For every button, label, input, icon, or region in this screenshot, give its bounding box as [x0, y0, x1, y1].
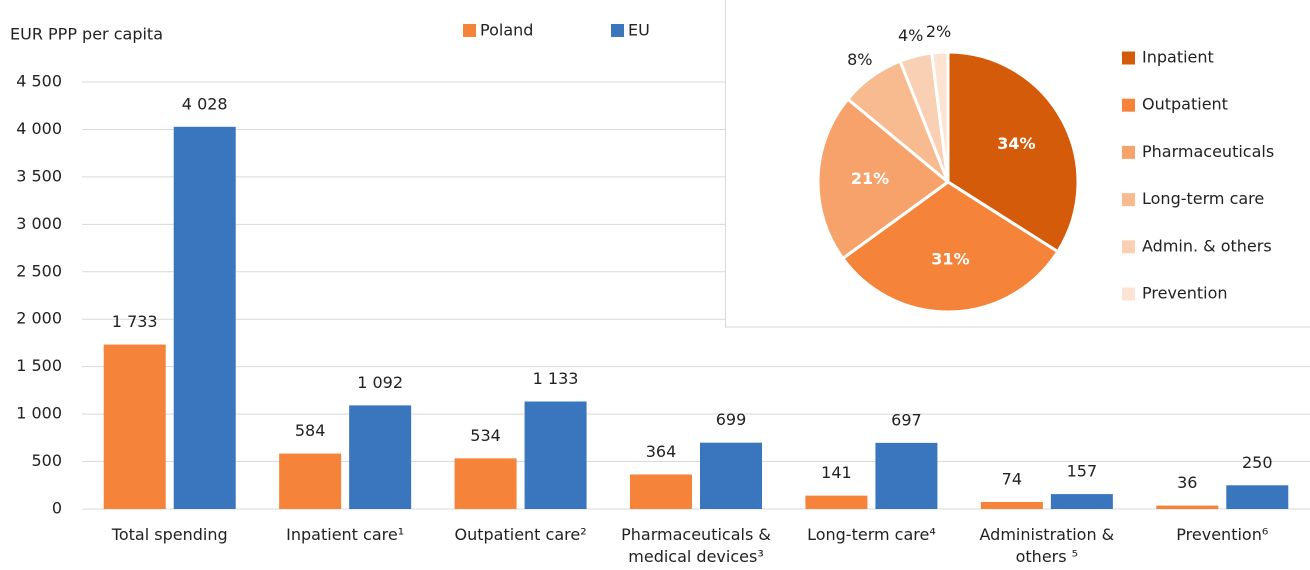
value-label: 141 [821, 463, 852, 482]
x-tick-label: Prevention⁶ [1176, 525, 1269, 544]
x-tick-label: Administration & others ⁵ [979, 525, 1115, 566]
legend-label: Long-term care [1142, 189, 1264, 208]
legend-label: Inpatient [1142, 48, 1214, 67]
x-tick-label: Outpatient care² [454, 525, 587, 544]
value-label: 584 [295, 421, 326, 440]
x-tick-label: Total spending [111, 525, 228, 544]
bar [349, 405, 412, 509]
bar [805, 495, 868, 509]
value-label: 74 [1002, 469, 1022, 488]
legend-label: Prevention [1142, 284, 1228, 303]
bar [1050, 494, 1113, 509]
pie-value-label: 8% [847, 50, 872, 69]
pie-value-label: 31% [931, 249, 969, 268]
y-tick-label: 2 000 [16, 309, 62, 328]
x-tick-label: Inpatient care¹ [286, 525, 405, 544]
y-tick-label: 4 500 [16, 72, 62, 91]
legend-swatch [1122, 193, 1135, 207]
y-tick-label: 1 500 [16, 356, 62, 375]
value-label: 534 [470, 426, 501, 445]
bar [524, 401, 587, 509]
bar [630, 474, 692, 509]
value-label: 697 [891, 410, 922, 429]
bar [700, 442, 762, 509]
legend-label: EU [628, 21, 650, 40]
bar [454, 458, 517, 509]
value-label: 1 133 [533, 369, 579, 388]
pie-value-label: 34% [997, 134, 1035, 153]
bar [1226, 485, 1289, 509]
pie-value-label: 2% [926, 22, 951, 41]
legend-swatch [1122, 287, 1135, 301]
legend-swatch [611, 24, 624, 37]
bar [980, 501, 1043, 509]
y-axis-label: EUR PPP per capita [10, 25, 163, 44]
y-tick-label: 1 000 [16, 404, 62, 423]
value-label: 1 092 [357, 373, 403, 392]
value-label: 36 [1177, 473, 1197, 492]
bar [875, 442, 938, 509]
legend-label: Pharmaceuticals [1142, 142, 1274, 161]
x-tick-label: Pharmaceuticals & medical devices³ [621, 525, 771, 566]
pie-slice [930, 50, 950, 183]
pie-value-label: 4% [898, 26, 923, 45]
value-label: 699 [716, 410, 747, 429]
pie-slice [840, 180, 1060, 314]
y-tick-label: 4 000 [16, 119, 62, 138]
pie-value-label: 21% [851, 169, 889, 188]
value-label: 250 [1242, 453, 1273, 472]
legend-swatch [1122, 240, 1135, 254]
legend-swatch [1122, 98, 1135, 112]
x-tick-label: Long-term care⁴ [807, 525, 936, 544]
value-label: 157 [1067, 462, 1098, 481]
value-label: 1 733 [112, 312, 158, 331]
y-tick-label: 3 500 [16, 166, 62, 185]
legend-label: Outpatient [1142, 95, 1228, 114]
y-tick-label: 3 000 [16, 214, 62, 233]
legend-label: Admin. & others [1142, 236, 1272, 255]
bar [1156, 505, 1219, 509]
bar [103, 344, 166, 509]
value-label: 4 028 [182, 94, 228, 113]
legend-swatch [1122, 145, 1135, 159]
y-tick-label: 0 [52, 499, 62, 518]
bar [279, 453, 342, 509]
legend-label: Poland [480, 21, 533, 40]
pie-slice [816, 97, 951, 261]
bar [173, 126, 236, 510]
legend-swatch [1122, 51, 1135, 65]
y-tick-label: 500 [31, 451, 62, 470]
y-tick-label: 2 500 [16, 261, 62, 280]
legend-swatch [463, 24, 476, 37]
value-label: 364 [646, 442, 677, 461]
